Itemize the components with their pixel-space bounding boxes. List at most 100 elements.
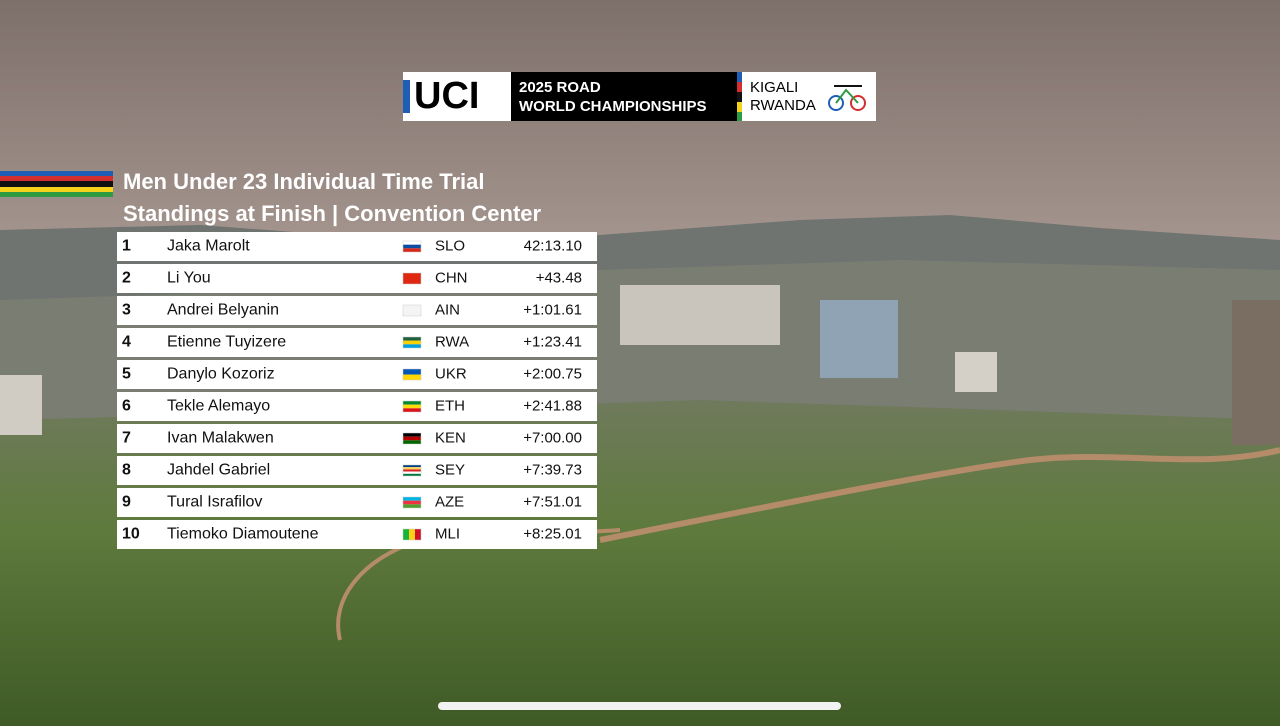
- rank: 3: [122, 302, 131, 319]
- flag-band: [403, 344, 421, 348]
- flag-band: [403, 241, 421, 245]
- row-background: [117, 456, 597, 485]
- table-row: 6 Tekle Alemayo ETH +2:41.88: [117, 392, 597, 421]
- flag-band: [403, 500, 421, 505]
- rank: 5: [122, 366, 131, 383]
- rider-name: Ivan Malakwen: [167, 430, 274, 447]
- rainbow-bands: [0, 171, 113, 197]
- time: +43.48: [536, 269, 582, 286]
- country-code: SEY: [435, 461, 465, 478]
- country-code: KEN: [435, 429, 466, 446]
- flag: [402, 272, 422, 285]
- subtitle: Standings at Finish | Convention Center: [123, 201, 542, 226]
- home-indicator: [438, 702, 841, 710]
- rider-name: Etienne Tuyizere: [167, 334, 286, 351]
- country-code: SLO: [435, 237, 465, 254]
- row-background: [117, 264, 597, 293]
- logo-country: RWANDA: [750, 97, 816, 114]
- table-row: 4 Etienne Tuyizere RWA +1:23.41: [117, 328, 597, 357]
- standings-table: 1 Jaka Marolt SLO 42:13.10 2 Li You CHN +43.48 3…: [117, 232, 597, 549]
- time: +1:23.41: [523, 333, 582, 350]
- rider-name: Tekle Alemayo: [167, 398, 270, 415]
- flag: [402, 304, 422, 317]
- time: +7:39.73: [523, 461, 582, 478]
- flag-border: [402, 464, 422, 477]
- time: +1:01.61: [523, 301, 582, 318]
- rank: 8: [122, 462, 131, 479]
- flag-band: [403, 440, 421, 444]
- flag-border: [402, 368, 422, 381]
- dirt-path: [599, 447, 1280, 543]
- flag-border: [402, 528, 422, 541]
- rank: 2: [122, 270, 131, 287]
- flag-border: [402, 240, 422, 253]
- flag: [402, 400, 422, 413]
- table-row: 9 Tural Israfilov AZE +7:51.01: [117, 488, 597, 517]
- time: +2:00.75: [523, 365, 582, 382]
- flag-band: [403, 369, 421, 375]
- flag-band: [403, 337, 421, 341]
- rank: 9: [122, 494, 131, 511]
- table-row: 5 Danylo Kozoriz UKR +2:00.75: [117, 360, 597, 389]
- flag-border: [402, 400, 422, 413]
- building: [1232, 300, 1280, 445]
- logo-emblem: [828, 85, 866, 111]
- rank: 7: [122, 430, 131, 447]
- rank: 4: [122, 334, 131, 351]
- flag-band: [403, 305, 421, 316]
- rank: 1: [122, 238, 131, 255]
- flag-border: [402, 304, 422, 317]
- title: Men Under 23 Individual Time Trial: [123, 169, 484, 194]
- flag-band: [403, 469, 421, 472]
- flag: [402, 432, 422, 445]
- country-code: CHN: [435, 269, 468, 286]
- rider-name: Danylo Kozoriz: [167, 366, 275, 383]
- flag-band: [403, 248, 421, 252]
- rider-name: Tural Israfilov: [167, 494, 262, 511]
- flag: [402, 496, 422, 509]
- building: [820, 300, 898, 378]
- logo: UCI 2025 ROAD WORLD CHAMPIONSHIPS KIGALI…: [403, 72, 876, 121]
- time: +2:41.88: [523, 397, 582, 414]
- flag-band: [403, 504, 421, 508]
- country-code: RWA: [435, 333, 469, 350]
- table-row: 8 Jahdel Gabriel SEY +7:39.73: [117, 456, 597, 485]
- rainbow-stripe: [737, 72, 742, 121]
- flag-band: [403, 401, 421, 405]
- flag: [402, 528, 422, 541]
- flag-band: [403, 471, 421, 474]
- logo-brand: UCI: [414, 75, 479, 117]
- row-background: [117, 392, 597, 421]
- flag: [402, 240, 422, 253]
- flag-band: [415, 529, 421, 540]
- rider-name: Jaka Marolt: [167, 238, 250, 255]
- table-row: 1 Jaka Marolt SLO 42:13.10: [117, 232, 597, 261]
- row-background: [117, 520, 597, 549]
- flag-border: [402, 432, 422, 445]
- flag-band: [403, 465, 421, 468]
- time: +7:00.00: [523, 429, 582, 446]
- flag-band: [403, 408, 421, 412]
- country-code: AIN: [435, 301, 460, 318]
- table-row: 3 Andrei Belyanin AIN +1:01.61: [117, 296, 597, 325]
- country-code: MLI: [435, 525, 460, 542]
- flag-band: [403, 467, 421, 470]
- rainbow-stripe: [403, 80, 410, 113]
- country-code: AZE: [435, 493, 464, 510]
- flag-band: [403, 244, 421, 249]
- table-row: 10 Tiemoko Diamoutene MLI +8:25.01: [117, 520, 597, 549]
- flag-band: [403, 340, 421, 345]
- flag-band: [403, 473, 421, 476]
- flag-band: [403, 404, 421, 409]
- rider-name: Tiemoko Diamoutene: [167, 526, 319, 543]
- rider-name: Jahdel Gabriel: [167, 462, 270, 479]
- table-row: 2 Li You CHN +43.48: [117, 264, 597, 293]
- rank: 6: [122, 398, 131, 415]
- flag-border: [402, 336, 422, 349]
- building: [0, 375, 42, 435]
- row-background: [117, 232, 597, 261]
- row-background: [117, 488, 597, 517]
- building: [620, 285, 780, 345]
